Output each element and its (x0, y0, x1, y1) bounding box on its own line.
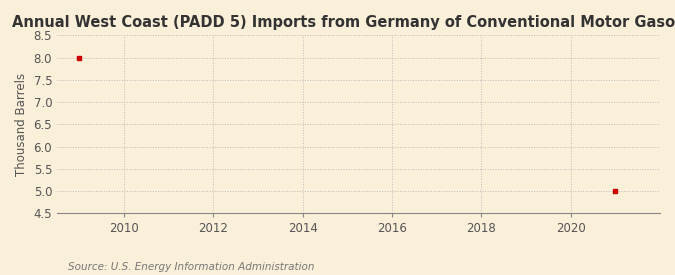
Title: Annual West Coast (PADD 5) Imports from Germany of Conventional Motor Gasoline: Annual West Coast (PADD 5) Imports from … (11, 15, 675, 30)
Y-axis label: Thousand Barrels: Thousand Barrels (15, 73, 28, 176)
Text: Source: U.S. Energy Information Administration: Source: U.S. Energy Information Administ… (68, 262, 314, 272)
